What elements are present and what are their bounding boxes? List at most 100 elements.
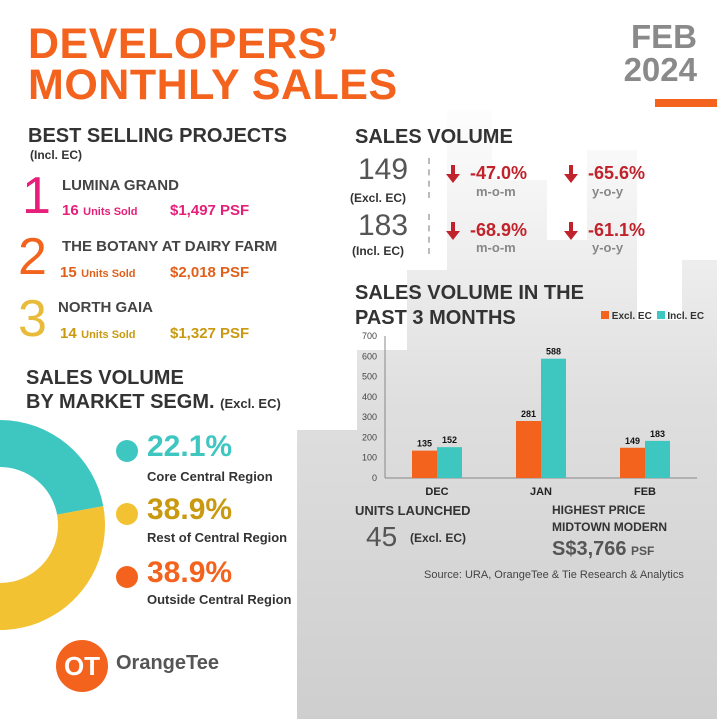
month: FEB	[631, 18, 697, 55]
donut-slice-2	[0, 506, 105, 630]
volume-excl-mom: -47.0%	[470, 163, 528, 183]
y-tick-label: 100	[362, 453, 377, 463]
x-category-label: DEC	[425, 486, 448, 498]
bar-value-label: 183	[650, 429, 665, 439]
x-category-label: JAN	[530, 486, 552, 498]
project-2-name: THE BOTANY AT DAIRY FARM	[62, 238, 278, 255]
best-selling-subtitle: (Incl. EC)	[30, 148, 83, 162]
y-tick-label: 200	[362, 432, 377, 442]
volume-excl-yoy: -65.6%	[588, 163, 646, 183]
project-1-units-count: 16	[62, 202, 79, 219]
segment-ocr-label: Outside Central Region	[147, 592, 292, 607]
bar-jan-excl	[516, 420, 541, 478]
volume-incl-mom: -68.9%	[470, 220, 528, 240]
rank-1: 1	[22, 167, 51, 225]
bar-jan-incl	[541, 358, 566, 478]
highest-price-value: S$3,766	[552, 538, 627, 560]
units-launched-note: (Excl. EC)	[410, 531, 467, 545]
title-line-1: DEVELOPERS’	[28, 20, 340, 68]
project-2-units-count: 15	[60, 264, 77, 281]
bar-value-label: 135	[417, 439, 432, 449]
segment-ccr-pct: 22.1%	[147, 430, 233, 463]
bar-value-label: 588	[546, 347, 561, 357]
volume-excl-value: 149	[358, 153, 409, 186]
bar-feb-incl	[645, 440, 670, 478]
volume-incl-value: 183	[358, 209, 409, 242]
chart-title-line-1: SALES VOLUME IN THE	[355, 282, 584, 304]
chart-title-line-2: PAST 3 MONTHS	[355, 307, 516, 329]
bar-dec-excl	[412, 450, 437, 478]
bar-value-label: 149	[625, 436, 640, 446]
yellow-dot-icon	[116, 503, 138, 525]
down-arrow-icon	[564, 165, 578, 183]
sales-volume-bar-chart: 0 100 200 300 400 500 600 700 135 152 DEC 281 588 JAN…	[362, 331, 697, 498]
project-1-units: 16 Units Sold	[62, 202, 138, 220]
bar-dec-incl	[437, 447, 462, 478]
accent-bar	[655, 99, 717, 107]
highest-price-project: MIDTOWN MODERN	[552, 520, 668, 534]
rank-3: 3	[18, 290, 47, 348]
segment-rcr-label: Rest of Central Region	[147, 530, 288, 545]
project-2-units: 15 Units Sold	[60, 264, 136, 282]
project-3-units: 14 Units Sold	[60, 325, 136, 343]
period: FEB 2024	[624, 20, 697, 86]
volume-incl-label: (Incl. EC)	[352, 244, 405, 258]
legend-swatch-excl	[601, 311, 609, 319]
volume-incl-mom-label: m-o-m	[476, 240, 516, 255]
segment-title: SALES VOLUME BY MARKET SEGM. (Excl. EC)	[26, 366, 281, 416]
volume-excl-yoy-label: y-o-y	[592, 184, 624, 199]
project-1-units-label: Units Sold	[83, 206, 138, 218]
down-arrow-icon	[446, 165, 460, 183]
project-1-psf: $1,497 PSF	[170, 202, 250, 219]
segment-title-line-2: BY MARKET SEGM. (Excl. EC)	[26, 390, 281, 416]
segment-note: (Excl. EC)	[220, 396, 281, 411]
down-arrow-icon	[564, 222, 578, 240]
chart-title: SALES VOLUME IN THE PAST 3 MONTHS	[355, 281, 584, 331]
best-selling-title: BEST SELLING PROJECTS	[28, 125, 287, 147]
down-arrow-icon	[446, 222, 460, 240]
y-tick-label: 0	[372, 473, 377, 483]
volume-excl-mom-label: m-o-m	[476, 184, 516, 199]
donut-slice-1	[0, 420, 104, 515]
orange-dot-icon	[116, 566, 138, 588]
teal-dot-icon	[116, 440, 138, 462]
legend-label-excl: Excl. EC	[611, 311, 652, 322]
orangetee-logo-icon: OT	[56, 640, 108, 692]
chart-legend: Excl. EC Incl. EC	[601, 311, 704, 322]
legend-label-incl: Incl. EC	[667, 311, 705, 322]
bar-feb-excl	[620, 447, 645, 478]
y-tick-label: 700	[362, 331, 377, 341]
volume-incl-yoy-label: y-o-y	[592, 240, 624, 255]
segment-ccr-label: Core Central Region	[147, 469, 273, 484]
segment-rcr-pct: 38.9%	[147, 493, 233, 526]
y-tick-label: 600	[362, 351, 377, 361]
title-line-2: MONTHLY SALES	[28, 61, 398, 109]
project-1-name: LUMINA GRAND	[62, 177, 179, 194]
project-2-units-label: Units Sold	[81, 268, 136, 280]
volume-excl-label: (Excl. EC)	[350, 191, 407, 205]
highest-price-unit: PSF	[630, 544, 655, 558]
source-note: Source: URA, OrangeTee & Tie Research & …	[424, 569, 684, 581]
divider	[428, 214, 430, 254]
bar-value-label: 281	[521, 409, 536, 419]
project-3-units-count: 14	[60, 325, 77, 342]
bar-value-label: 152	[442, 435, 457, 445]
y-tick-label: 400	[362, 392, 377, 402]
y-tick-label: 300	[362, 412, 377, 422]
project-3-psf: $1,327 PSF	[170, 325, 250, 342]
highest-price: S$3,766 PSF	[552, 538, 654, 561]
legend-swatch-incl	[656, 311, 665, 319]
segment-title-line-1: SALES VOLUME	[26, 367, 184, 389]
year: 2024	[623, 51, 697, 88]
segment-donut-chart	[0, 420, 105, 630]
volume-incl-yoy: -61.1%	[588, 220, 646, 240]
segment-title-line-2-text: BY MARKET SEGM.	[26, 391, 215, 413]
rank-2: 2	[18, 228, 47, 286]
sales-volume-title: SALES VOLUME	[355, 126, 513, 148]
segment-ocr-pct: 38.9%	[147, 556, 233, 589]
y-tick-label: 500	[362, 372, 377, 382]
units-launched-title: UNITS LAUNCHED	[355, 503, 471, 518]
project-3-name: NORTH GAIA	[58, 299, 153, 316]
divider	[428, 158, 430, 198]
units-launched-value: 45	[366, 521, 398, 552]
